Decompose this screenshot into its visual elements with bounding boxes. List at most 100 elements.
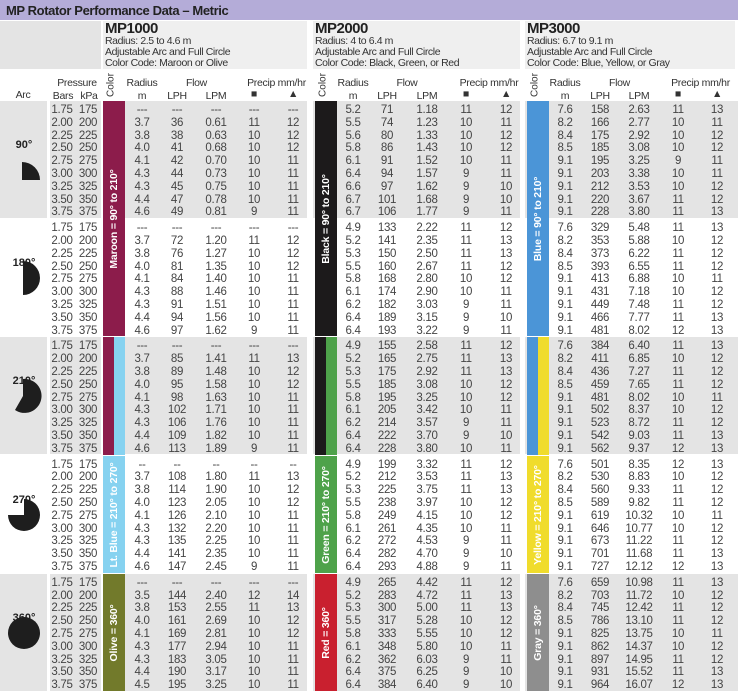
- color-strip: [103, 337, 114, 455]
- precip-square-value: 9: [462, 560, 470, 573]
- precip-square-value: 11: [672, 602, 684, 615]
- pressure-bars: 1.75: [51, 104, 73, 116]
- pressure-kpa: 350: [78, 548, 98, 561]
- lpm-value: 8.35: [628, 458, 650, 471]
- precip-triangle-value: 11: [287, 442, 299, 455]
- precip-triangle-value: 12: [286, 378, 300, 391]
- precip-triangle-value: 12: [710, 640, 724, 653]
- lph-value: 81: [170, 260, 184, 273]
- quarter-circle-icon: [22, 162, 40, 180]
- lph-value: 375: [377, 666, 397, 679]
- radius-value: 5.8: [345, 509, 361, 522]
- cell-background: [525, 455, 738, 573]
- lpm-value: 5.80: [416, 640, 438, 653]
- precip-triangle-value: 11: [500, 535, 512, 548]
- precip-triangle-value: 11: [500, 522, 512, 535]
- precip-square-value: 12: [671, 324, 685, 337]
- pressure-bars: 3.50: [51, 429, 73, 442]
- lph-value: 393: [590, 260, 610, 273]
- pressure-bars: 1.75: [51, 576, 73, 589]
- lpm-value: 2.80: [416, 273, 438, 286]
- radius-value: 9.1: [557, 273, 573, 286]
- pressure-bars: 3.00: [51, 286, 73, 299]
- radius-value: 5.5: [345, 260, 361, 273]
- lph-value: 212: [377, 471, 397, 484]
- lph-value: 481: [590, 391, 610, 404]
- precip-square-value: 11: [460, 340, 472, 353]
- precip-square-value: 10: [247, 391, 261, 404]
- lph-value: 249: [377, 509, 397, 522]
- lpm-header: LPM: [416, 90, 438, 102]
- precip-triangle-value: 11: [500, 116, 512, 129]
- precip-triangle-value: 13: [499, 353, 513, 366]
- radius-value: 9.1: [557, 522, 573, 535]
- cell-background: [50, 573, 101, 691]
- precip-square-value: 11: [248, 116, 260, 129]
- radius-value: 5.5: [345, 378, 361, 391]
- precip-square-value: 11: [672, 653, 684, 666]
- radius-value: 4.3: [134, 286, 150, 299]
- precip-triangle-value: 13: [499, 234, 513, 247]
- precip-triangle-value: 12: [710, 484, 724, 497]
- precip-square-value: 10: [247, 640, 261, 653]
- color-code-label: Black = 90° to 210°: [320, 174, 332, 264]
- precip-square-value: 10: [459, 640, 473, 653]
- precip-square-value: 12: [671, 442, 685, 455]
- radius-value: 6.4: [345, 311, 361, 324]
- radius-value: 8.4: [557, 365, 573, 378]
- lph-value: 293: [377, 560, 397, 573]
- lph-value: 466: [590, 311, 610, 324]
- radius-value: 3.5: [134, 589, 150, 602]
- precip-triangle-value: 12: [499, 576, 513, 589]
- precip-square-value: 11: [672, 484, 684, 497]
- precip-triangle-value: 11: [287, 206, 299, 219]
- color-code-label: Olive = 360°: [108, 604, 120, 662]
- lph-value: 701: [590, 548, 610, 561]
- pressure-kpa: 200: [78, 471, 98, 484]
- lpm-value: 3.57: [416, 417, 438, 430]
- color-strip: [315, 337, 326, 455]
- radius-value: 9.1: [557, 442, 573, 455]
- precip-square-value: 10: [671, 129, 685, 142]
- precip-triangle-value: 12: [286, 627, 300, 640]
- precip-triangle-value: 12: [499, 273, 513, 286]
- pressure-kpa: 225: [78, 365, 98, 378]
- precip-square-value: 10: [459, 391, 473, 404]
- precip-triangle-value: 13: [286, 602, 300, 615]
- lph-value: 72: [170, 234, 184, 247]
- precip-triangle-value: 10: [499, 429, 513, 442]
- radius-value: 5.2: [345, 234, 361, 247]
- precip-square-value: 11: [672, 378, 684, 391]
- precip-square-value: 10: [247, 653, 261, 666]
- radius-value: 8.5: [557, 496, 573, 509]
- lph-value: 113: [168, 442, 186, 455]
- precip-square-value: 10: [671, 234, 685, 247]
- precip-square-value: 10: [459, 286, 473, 299]
- precip-square-value: 11: [460, 222, 472, 235]
- precip-square-value: 10: [247, 311, 261, 324]
- radius-value: 6.4: [345, 324, 361, 337]
- pressure-kpa: 300: [78, 168, 98, 180]
- radius-value: 4.4: [134, 666, 150, 679]
- radius-value: 7.6: [557, 576, 573, 589]
- precip-triangle-value: 11: [500, 640, 512, 653]
- radius-value: 6.7: [345, 193, 361, 206]
- radius-value: 4.4: [134, 429, 150, 442]
- lpm-value: 10.32: [625, 509, 653, 522]
- precip-square-value: 10: [671, 522, 685, 535]
- radius-value: 9.1: [557, 640, 573, 653]
- radius-value: 4.9: [345, 576, 361, 589]
- precip-triangle-value: 11: [711, 509, 723, 522]
- lph-value: 745: [590, 602, 610, 615]
- radius-value: 5.2: [345, 353, 361, 366]
- radius-value: 6.1: [345, 286, 361, 299]
- lpm-value: 3.15: [416, 311, 438, 324]
- lph-value: 931: [590, 666, 610, 679]
- precip-triangle-value: 12: [710, 589, 724, 602]
- lph-value: 373: [590, 247, 610, 260]
- lph-value: 144: [167, 589, 187, 602]
- radius-value: 4.0: [134, 378, 150, 391]
- pressure-kpa: 200: [78, 234, 98, 247]
- pressure-kpa: 175: [78, 104, 98, 116]
- lpm-value: 3.97: [416, 496, 438, 509]
